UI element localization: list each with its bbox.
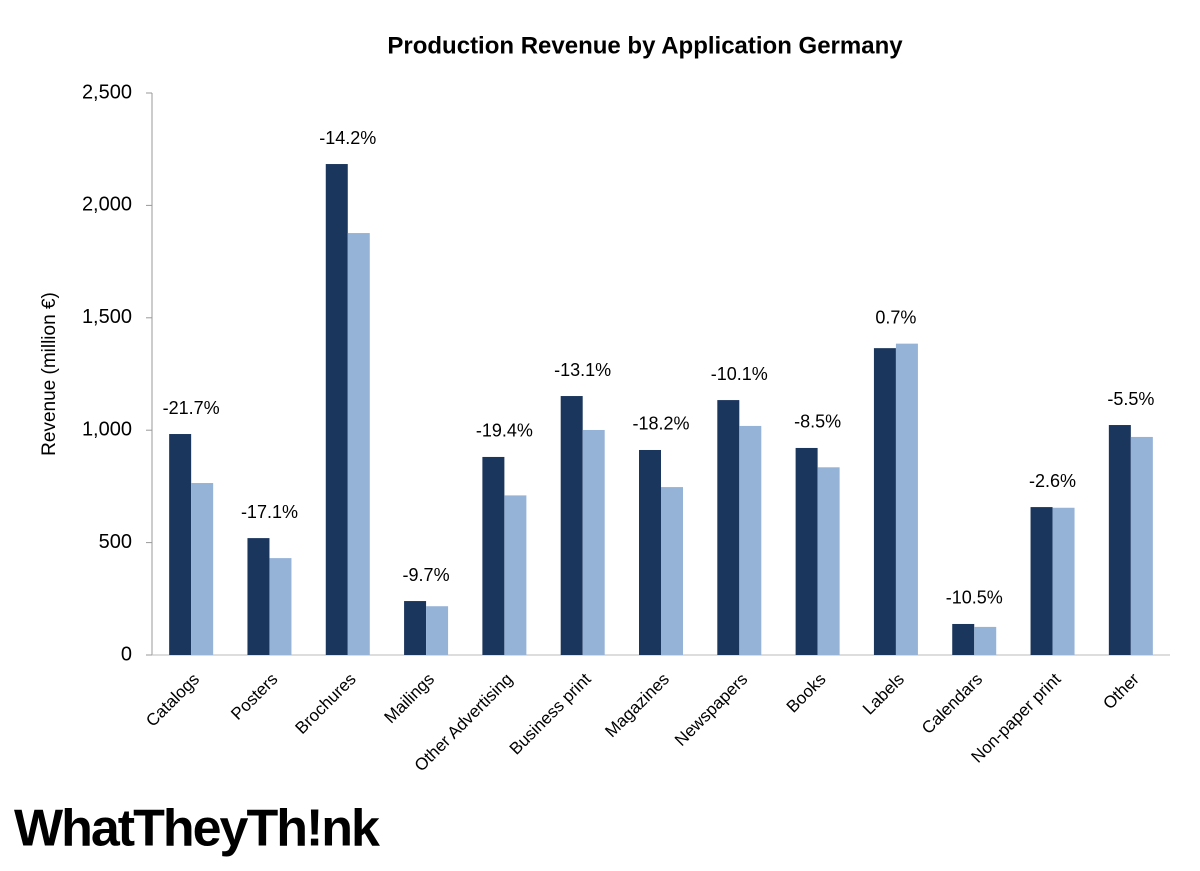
value-annotation: 0.7% (875, 307, 916, 327)
y-tick-label: 0 (121, 643, 132, 665)
value-annotation: -10.5% (946, 588, 1003, 608)
value-annotation: -21.7% (163, 398, 220, 418)
bar (1052, 507, 1075, 655)
y-tick-label: 2,000 (82, 194, 132, 216)
bar (1030, 507, 1053, 655)
y-tick-label: 2,500 (82, 81, 132, 103)
bar (895, 343, 918, 655)
y-tick-label: 1,000 (82, 418, 132, 440)
bar (426, 606, 449, 655)
value-annotation: -17.1% (241, 502, 298, 522)
bar (717, 400, 740, 655)
x-tick-label: Business print (506, 669, 595, 758)
bar (1130, 436, 1153, 655)
value-annotation: -14.2% (319, 128, 376, 148)
bar (560, 396, 583, 655)
logo: WhatTheyTh!nk (14, 800, 380, 858)
x-tick-label: Books (783, 670, 830, 717)
bar (269, 558, 292, 655)
x-tick-label: Posters (227, 670, 281, 724)
bar (504, 495, 527, 655)
chart-title: Production Revenue by Application German… (387, 32, 903, 59)
x-tick-label: Calendars (918, 670, 986, 738)
x-tick-label: Newspapers (671, 670, 751, 750)
bar (1108, 425, 1131, 655)
x-tick-label: Magazines (601, 670, 673, 742)
bar (191, 483, 214, 655)
bar (247, 538, 270, 655)
bar (169, 434, 192, 655)
bar (347, 233, 370, 655)
value-annotation: -8.5% (794, 412, 841, 432)
y-tick-label: 500 (99, 531, 132, 553)
bar (404, 601, 427, 655)
bar (582, 429, 605, 655)
bar (974, 626, 997, 655)
y-tick-label: 1,500 (82, 306, 132, 328)
bar (952, 623, 975, 655)
bar (661, 487, 683, 655)
x-tick-label: Labels (859, 670, 908, 719)
bar (873, 348, 896, 655)
bar (482, 456, 505, 655)
bar (817, 467, 840, 655)
value-annotation: -19.4% (476, 421, 533, 441)
bar (739, 425, 762, 655)
value-annotation: -18.2% (632, 414, 689, 434)
bar (325, 164, 348, 655)
value-annotation: -10.1% (711, 364, 768, 384)
bar (639, 449, 661, 655)
value-annotation: -2.6% (1029, 471, 1076, 491)
x-tick-label: Mailings (381, 670, 439, 728)
x-tick-label: Brochures (292, 670, 360, 738)
y-axis-label: Revenue (million €) (39, 292, 60, 456)
value-annotation: -9.7% (403, 565, 450, 585)
value-annotation: -13.1% (554, 360, 611, 380)
x-tick-label: Other (1099, 669, 1143, 713)
x-tick-label: Catalogs (142, 670, 203, 731)
bar (795, 447, 818, 655)
value-annotation: -5.5% (1107, 389, 1154, 409)
